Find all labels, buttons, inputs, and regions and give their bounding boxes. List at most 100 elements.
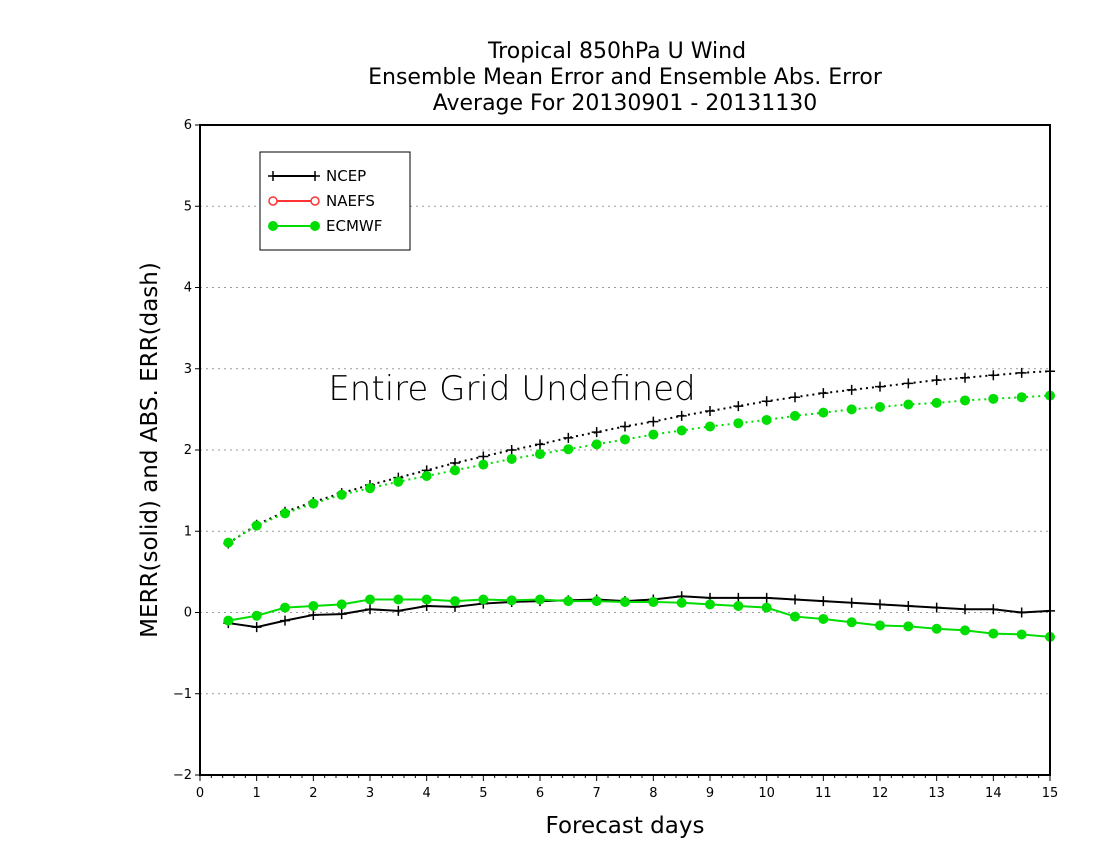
x-tick-label: 12 [872, 786, 889, 801]
ncep-mean-error-point [931, 602, 942, 613]
ecmwf-abs-error-point [365, 483, 375, 494]
ecmwf-mean-error-point [620, 596, 630, 607]
legend: NCEP NAEFS ECMWF [259, 151, 411, 251]
ecmwf-abs-error-point [280, 508, 290, 519]
ecmwf-mean-error-point [478, 594, 489, 605]
x-axis-label: Forecast days [546, 813, 705, 839]
legend-marker [310, 171, 320, 181]
ncep-mean-error-point [393, 605, 404, 616]
ecmwf-mean-error-point [506, 595, 517, 606]
ecmwf-mean-error-point [705, 599, 715, 610]
ecmwf-mean-error-line [228, 598, 1051, 638]
y-axis-label: MERR(solid) and ABS. ERR(dash) [137, 262, 163, 638]
title-line-3: Average For 20130901 - 20131130 [433, 91, 818, 116]
ecmwf-mean-error-point [421, 594, 432, 605]
y-tick-label: 5 [184, 199, 192, 214]
ncep-abs-error-point [790, 392, 800, 403]
legend-label: ECMWF [326, 217, 382, 235]
ecmwf-abs-error-point [648, 429, 659, 440]
legend-marker [310, 221, 320, 231]
legend-item-ncep: NCEP [268, 167, 366, 185]
ecmwf-abs-error-point [818, 407, 829, 418]
ncep-abs-error-point [648, 416, 659, 427]
ncep-abs-error-point [1016, 367, 1027, 378]
legend-item-naefs: NAEFS [268, 192, 375, 210]
y-tick-label: 3 [184, 362, 192, 377]
ecmwf-abs-error-point [535, 449, 545, 460]
x-tick-label: 1 [253, 786, 261, 801]
ecmwf-abs-error-point [563, 444, 574, 455]
ecmwf-abs-error-point [336, 489, 347, 500]
ecmwf-mean-error-point [733, 601, 744, 611]
ncep-abs-error-point [506, 445, 517, 455]
ecmwf-mean-error-point [393, 594, 404, 605]
ncep-abs-error-point [705, 406, 715, 416]
ecmwf-abs-error-point [988, 393, 999, 404]
ecmwf-abs-error-point [251, 520, 262, 531]
ncep-mean-error-line [228, 595, 1051, 629]
x-tick-label: 8 [649, 786, 657, 801]
y-tick-label: −1 [173, 687, 192, 702]
undefined-grid-annotation: Entire Grid Undefined [328, 369, 695, 409]
ecmwf-abs-error-point [223, 537, 234, 548]
ncep-mean-error-point [960, 604, 970, 615]
y-axis: −2 −1 0 1 2 3 4 5 6 [173, 118, 200, 783]
y-tick-label: 2 [184, 443, 192, 458]
ecmwf-mean-error-point [676, 597, 687, 608]
ncep-mean-error-point [903, 601, 914, 611]
ncep-mean-error-point [336, 609, 347, 620]
ncep-abs-error-point [818, 388, 829, 399]
x-tick-label: 13 [928, 786, 945, 801]
ecmwf-mean-error-point [365, 594, 375, 605]
y-tick-label: −2 [173, 768, 192, 783]
ecmwf-mean-error-point [761, 602, 772, 613]
ecmwf-mean-error-point [591, 596, 602, 607]
ecmwf-abs-error-point [761, 414, 772, 425]
ecmwf-abs-error-series [223, 390, 1055, 548]
ecmwf-abs-error-point [960, 395, 970, 406]
ncep-abs-error-point [988, 370, 999, 381]
x-tick-label: 10 [758, 786, 775, 801]
ecmwf-mean-error-point [790, 611, 800, 622]
ncep-mean-error-point [1016, 607, 1027, 618]
x-tick-label: 0 [196, 786, 204, 801]
x-axis: 0 1 2 3 4 5 6 7 8 9 10 11 12 13 14 15 [196, 775, 1058, 801]
chart-title: Tropical 850hPa U Wind Ensemble Mean Err… [368, 39, 883, 116]
ecmwf-abs-error-point [393, 476, 404, 487]
plot-series [223, 366, 1055, 642]
ecmwf-abs-error-point [790, 410, 800, 421]
ecmwf-mean-error-point [336, 599, 347, 610]
ecmwf-mean-error-point [931, 623, 942, 634]
legend-label: NAEFS [326, 192, 375, 210]
ncep-abs-error-point [846, 384, 857, 395]
legend-marker [268, 221, 278, 231]
ecmwf-abs-error-point [308, 498, 319, 509]
ecmwf-mean-error-point [563, 596, 574, 607]
x-tick-label: 15 [1042, 786, 1059, 801]
ncep-abs-error-point [535, 439, 545, 450]
x-tick-label: 2 [309, 786, 317, 801]
ecmwf-abs-error-point [620, 434, 630, 445]
ncep-mean-error-point [988, 604, 999, 615]
ncep-mean-error-point [875, 599, 885, 610]
ecmwf-abs-error-point [1016, 392, 1027, 403]
ncep-mean-error-point [790, 594, 800, 605]
ecmwf-mean-error-point [903, 621, 914, 632]
ecmwf-mean-error-point [818, 614, 829, 624]
title-line-1: Tropical 850hPa U Wind [487, 39, 746, 64]
ncep-mean-error-point [280, 615, 290, 626]
ncep-mean-error-point [761, 592, 772, 603]
ecmwf-abs-error-point [591, 439, 602, 450]
ecmwf-abs-error-line [227, 394, 1051, 544]
ecmwf-mean-error-point [308, 601, 319, 611]
x-tick-label: 9 [706, 786, 714, 801]
ecmwf-mean-error-point [223, 615, 234, 626]
x-tick-label: 14 [985, 786, 1002, 801]
ecmwf-abs-error-point [478, 459, 489, 470]
ecmwf-mean-error-point [875, 620, 885, 631]
ncep-abs-error-point [931, 375, 942, 386]
ecmwf-abs-error-point [733, 418, 744, 429]
y-tick-label: 6 [184, 118, 192, 133]
ncep-mean-error-point [846, 597, 857, 608]
